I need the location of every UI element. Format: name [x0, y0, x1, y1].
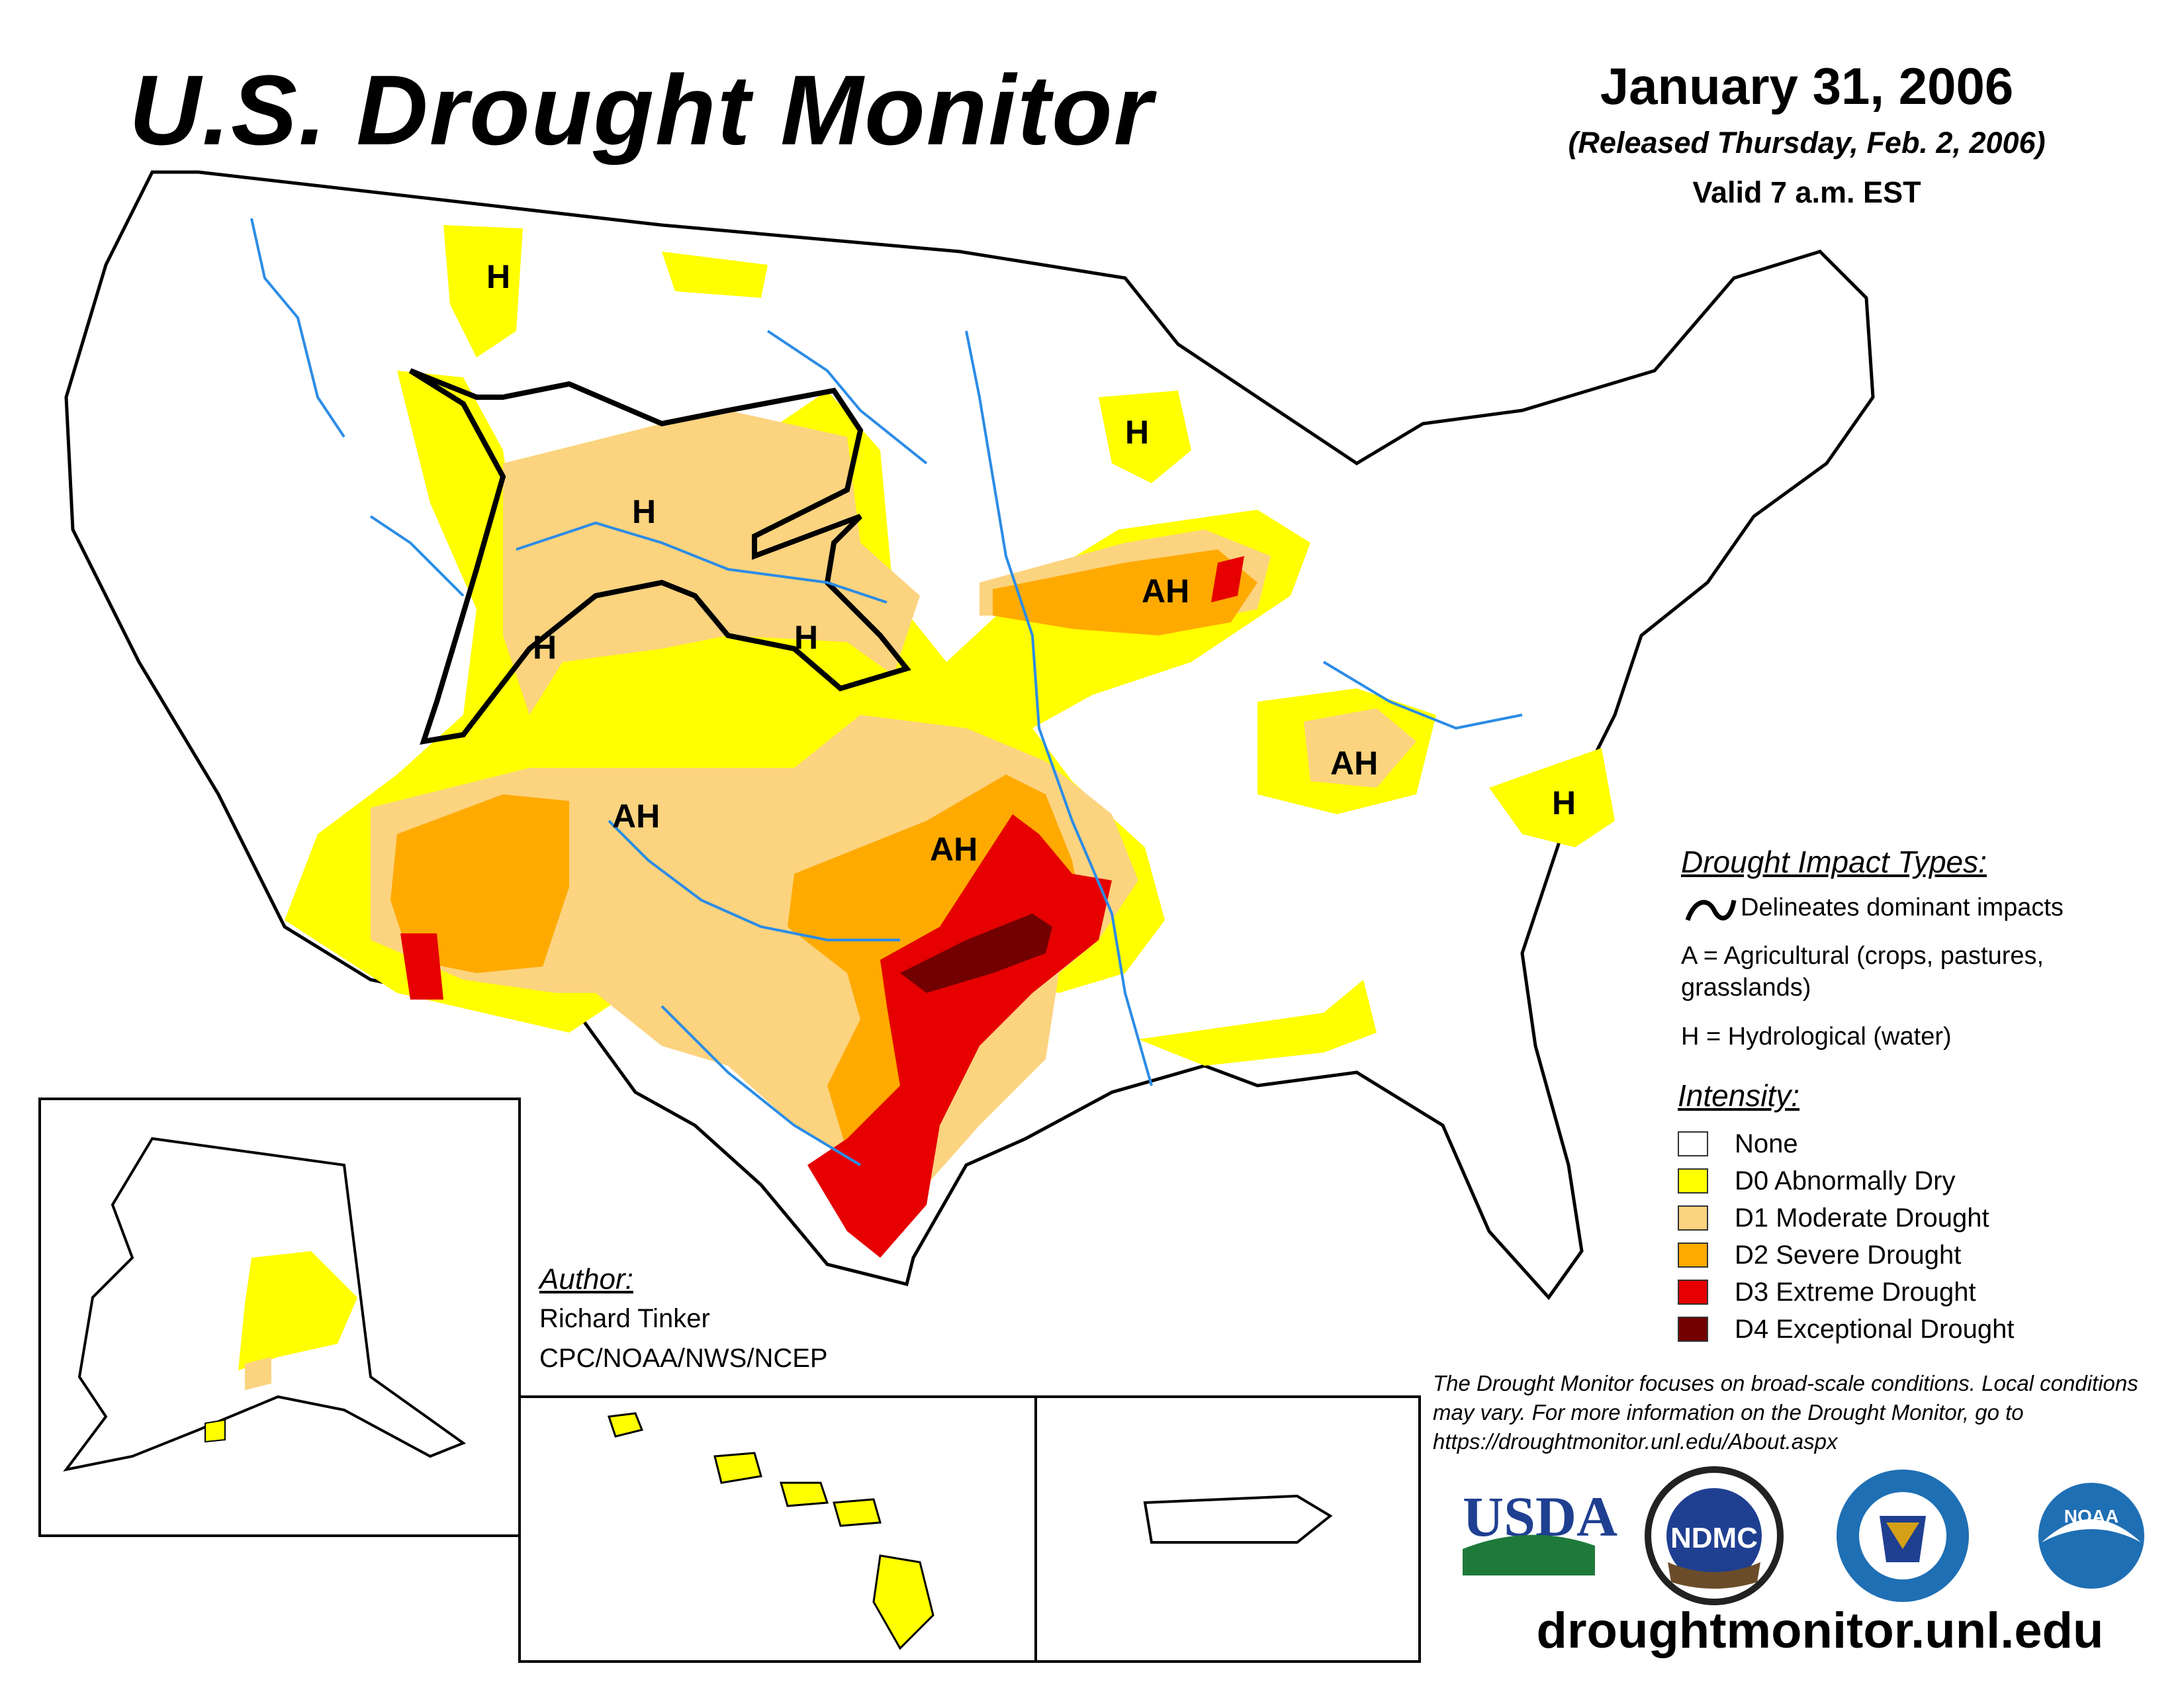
impact-line-legend: Delineates dominant impacts [1681, 894, 2064, 922]
intensity-item: D4 Exceptional Drought [1678, 1311, 2014, 1348]
intensity-swatch [1678, 1280, 1708, 1305]
label-ah-arizona-newmexico: AH [612, 798, 660, 835]
impact-hydrological: H = Hydrological (water) [1681, 1023, 1952, 1051]
intensity-swatch [1678, 1243, 1708, 1268]
valid-time: Valid 7 a.m. EST [1692, 175, 1921, 209]
intensity-item: None [1678, 1125, 2014, 1162]
label-h-wisconsin: H [1125, 414, 1149, 451]
puerto-rico-inset [1034, 1395, 1421, 1663]
label-h-montana-west: H [486, 258, 510, 295]
intensity-item: D3 Extreme Drought [1678, 1274, 2014, 1311]
map-date: January 31, 2006 [1600, 57, 2014, 115]
impact-types-heading: Drought Impact Types: [1681, 845, 1987, 879]
author-org: CPC/NOAA/NWS/NCEP [539, 1344, 828, 1373]
impact-line-label: Delineates dominant impacts [1741, 894, 2064, 921]
noaa-logo-text: NOAA [2064, 1506, 2118, 1526]
label-h-colorado: H [533, 629, 557, 666]
intensity-swatch [1678, 1131, 1708, 1156]
label-ah-iowa-illinois: AH [1142, 573, 1189, 610]
intensity-label: D1 Moderate Drought [1735, 1203, 1989, 1233]
intensity-item: D0 Abnormally Dry [1678, 1162, 2014, 1199]
author-heading: Author: [539, 1263, 633, 1295]
commerce-logo [1837, 1470, 1969, 1602]
intensity-heading: Intensity: [1678, 1078, 1800, 1113]
intensity-swatch [1678, 1168, 1708, 1194]
intensity-legend: None D0 Abnormally Dry D1 Moderate Drought… [1678, 1125, 2014, 1348]
intensity-label: D0 Abnormally Dry [1735, 1166, 1956, 1196]
label-ah-kentucky: AH [1330, 745, 1378, 782]
hawaii-inset [518, 1395, 1037, 1663]
label-h-wyoming: H [632, 493, 656, 530]
author-name: Richard Tinker [539, 1304, 710, 1333]
intensity-label: D3 Extreme Drought [1735, 1277, 1976, 1307]
intensity-label: D2 Severe Drought [1735, 1240, 1962, 1270]
label-ah-oklahoma: AH [930, 831, 978, 868]
label-h-nebraska: H [794, 619, 818, 656]
intensity-swatch [1678, 1317, 1708, 1342]
impact-agricultural: A = Agricultural (crops, pastures, grass… [1681, 942, 2044, 1002]
ndmc-logo-text: NDMC [1670, 1522, 1758, 1554]
impact-line-icon [1685, 900, 1737, 921]
usda-logo: USDA [1463, 1485, 1617, 1575]
map-labels: H H H H H AH AH AH AH H [486, 258, 1576, 868]
intensity-item: D1 Moderate Drought [1678, 1199, 2014, 1237]
intensity-item: D2 Severe Drought [1678, 1237, 2014, 1274]
release-date: (Released Thursday, Feb. 2, 2006) [1568, 126, 2046, 160]
d4-region [900, 914, 1052, 993]
website-url: droughtmonitor.unl.edu [1536, 1603, 2104, 1659]
alaska-inset [38, 1098, 521, 1681]
intensity-label: D4 Exceptional Drought [1735, 1314, 2015, 1344]
ndmc-logo: NDMC [1645, 1466, 1784, 1605]
rivers [250, 218, 1523, 1166]
intensity-label: None [1735, 1129, 1798, 1158]
label-h-north-carolina: H [1552, 784, 1576, 821]
disclaimer: The Drought Monitor focuses on broad-sca… [1433, 1371, 2138, 1454]
intensity-swatch [1678, 1205, 1708, 1231]
map-title: U.S. Drought Monitor [129, 54, 1154, 165]
impact-lines [408, 368, 911, 745]
noaa-logo: NOAA [2025, 1470, 2158, 1602]
